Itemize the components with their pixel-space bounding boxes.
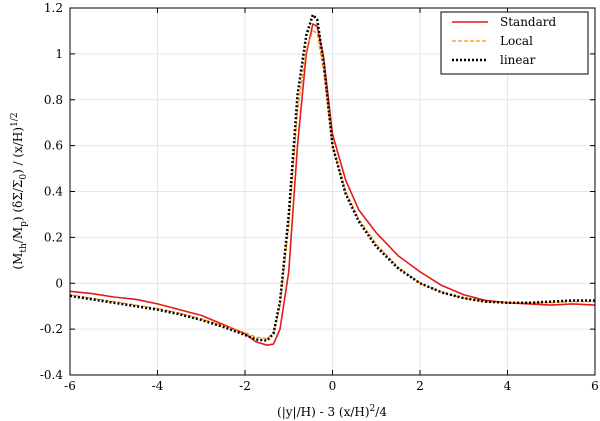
x-tick-label: 2 xyxy=(416,379,424,393)
x-tick-label: 6 xyxy=(591,379,599,393)
x-tick-label: 4 xyxy=(504,379,512,393)
tick-layer: -6 -4 -2 0 2 4 6 -0.4 -0.2 0 0.2 0.4 0.6 0.8 1 1.2 xyxy=(40,1,599,393)
y-tick-label: 1.2 xyxy=(44,1,63,15)
legend: Standard Local linear xyxy=(440,11,589,75)
y-tick-label: 0.4 xyxy=(44,185,63,199)
legend-label-linear: linear xyxy=(500,53,536,67)
y-tick-label: 0.2 xyxy=(44,230,63,244)
legend-label-standard: Standard xyxy=(500,15,556,29)
series-line-linear xyxy=(69,13,595,342)
x-tick-label: -2 xyxy=(239,379,251,393)
y-tick-label: -0.2 xyxy=(40,322,63,336)
y-tick-label: 0.6 xyxy=(44,139,63,153)
legend-label-local: Local xyxy=(500,34,533,48)
series-layer xyxy=(69,13,596,346)
y-tick-label: 0 xyxy=(55,276,63,290)
y-tick-label: -0.4 xyxy=(40,368,64,382)
x-axis-label: (|y|/H) - 3 (x/H)2/4 xyxy=(277,404,387,419)
x-tick-label: -6 xyxy=(64,379,76,393)
y-tick-label: 1 xyxy=(55,47,63,61)
series-line-standard xyxy=(69,23,596,346)
x-tick-label: -4 xyxy=(152,379,164,393)
x-tick-label: 0 xyxy=(329,379,337,393)
y-axis-label: (Mth/Mp) (δΣ/Σ0) / (x/H)1/2 xyxy=(10,112,29,269)
series-line-local xyxy=(69,30,595,339)
y-tick-label: 0.8 xyxy=(44,93,63,107)
